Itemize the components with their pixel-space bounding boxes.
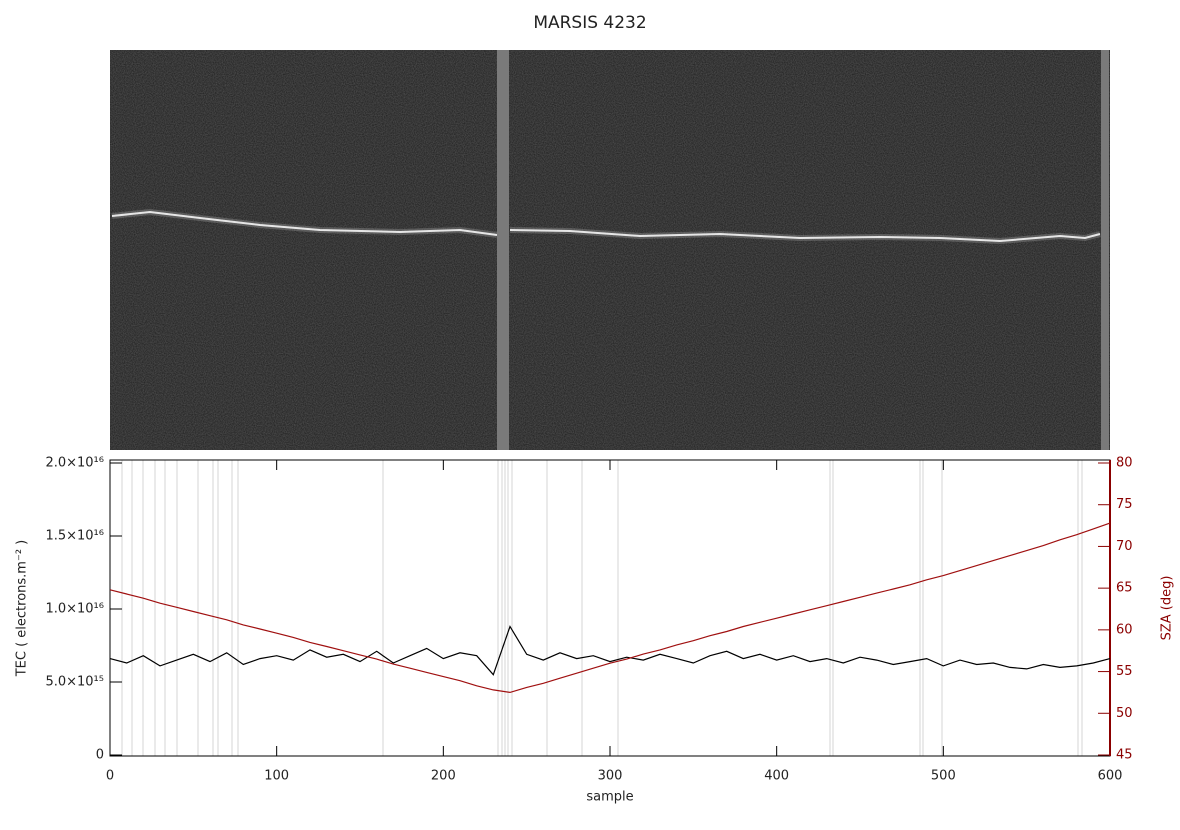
- data-gap-band: [1101, 50, 1109, 450]
- chart-title: MARSIS 4232: [533, 13, 646, 33]
- x-axis-label: sample: [586, 790, 633, 805]
- data-line: [109, 625, 1111, 676]
- plot-frame: [109, 459, 1111, 757]
- y-tick-label: 1.5×10¹⁶: [45, 529, 104, 544]
- y2-tick-label: 70: [1116, 539, 1133, 554]
- y-tick-label: 5.0×10¹⁵: [45, 675, 104, 690]
- y-tick-label: 2.0×10¹⁶: [45, 456, 104, 471]
- x-tick-label: 600: [1098, 769, 1123, 784]
- x-tick-label: 500: [931, 769, 956, 784]
- radargram-noise: [110, 50, 1110, 450]
- x-tick-label: 100: [264, 769, 289, 784]
- radargram: [110, 50, 1110, 450]
- y2-tick-label: 65: [1116, 581, 1133, 596]
- y2-tick-label: 55: [1116, 664, 1133, 679]
- y-axis-label: TEC ( electrons.m⁻² ): [15, 540, 30, 678]
- x-tick-label: 0: [106, 769, 114, 784]
- y2-tick-label: 80: [1116, 456, 1133, 471]
- y-tick-label: 0: [96, 748, 104, 763]
- y2-tick-label: 75: [1116, 497, 1133, 512]
- data-gap-band: [497, 50, 509, 450]
- y-tick-label: 1.0×10¹⁶: [45, 602, 104, 617]
- x-tick-label: 300: [598, 769, 623, 784]
- gap-lines: [121, 460, 1083, 756]
- x-tick-label: 400: [764, 769, 789, 784]
- surface-echo: [111, 210, 498, 236]
- x-tick-label: 200: [431, 769, 456, 784]
- data-line: [109, 522, 1111, 694]
- y2-tick-label: 60: [1116, 622, 1133, 637]
- y2-tick-label: 45: [1116, 748, 1133, 763]
- y2-axis-label: SZA (deg): [1160, 576, 1175, 641]
- surface-echo: [509, 229, 1101, 243]
- y2-tick-label: 50: [1116, 706, 1133, 721]
